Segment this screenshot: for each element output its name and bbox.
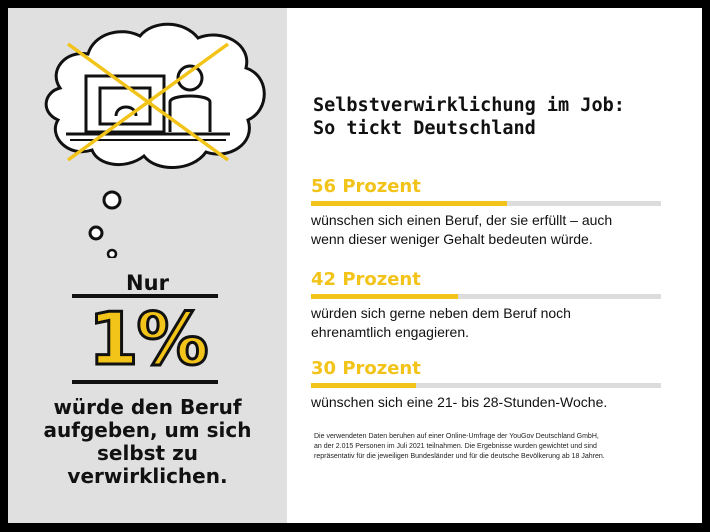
stat-text-line: ehrenamtlich engagieren. xyxy=(311,324,469,340)
stat-bar-fill xyxy=(311,201,507,206)
caption-line: selbst zu xyxy=(97,441,198,465)
stat-label: 42 Prozent xyxy=(311,269,421,290)
stat-text: wünschen sich einen Beruf, der sie erfül… xyxy=(311,211,661,249)
footnote-line: an der 2.015 Personen im Juli 2021 teiln… xyxy=(314,443,597,450)
stat-label: 30 Prozent xyxy=(311,358,421,379)
intro-text: Nur xyxy=(126,271,169,295)
big-percentage: 1% xyxy=(87,297,210,381)
stat-item: 30 Prozent wünschen sich eine 21- bis 28… xyxy=(311,358,661,412)
stat-text-line: wenn dieser weniger Gehalt bedeuten würd… xyxy=(311,231,593,247)
footnote: Die verwendeten Daten beruhen auf einer … xyxy=(314,432,654,462)
cross-line-2 xyxy=(66,42,230,162)
stat-item: 42 Prozent würden sich gerne neben dem B… xyxy=(311,269,661,342)
title-line: So tickt Deutschland xyxy=(313,118,536,139)
stat-text-line: würden sich gerne neben dem Beruf noch xyxy=(311,305,571,321)
caption-line: verwirklichen. xyxy=(67,464,228,488)
stat-label: 56 Prozent xyxy=(311,176,421,197)
stat-text-line: wünschen sich eine 21- bis 28-Stunden-Wo… xyxy=(311,394,608,410)
caption-line: würde den Beruf xyxy=(53,395,242,419)
page-title: Selbstverwirklichung im Job: So tickt De… xyxy=(313,94,625,140)
thought-bubble-desk-crossed-icon xyxy=(44,22,266,258)
stat-item: 56 Prozent wünschen sich einen Beruf, de… xyxy=(311,176,661,249)
divider-bottom xyxy=(72,380,218,384)
left-caption: würde den Beruf aufgeben, um sich selbst… xyxy=(8,396,287,488)
left-panel: Nur 1% würde den Beruf aufgeben, um sich… xyxy=(8,8,287,523)
stat-bar-track xyxy=(311,294,661,299)
caption-line: aufgeben, um sich xyxy=(43,418,252,442)
infographic: Nur 1% würde den Beruf aufgeben, um sich… xyxy=(8,8,702,523)
stat-bar-fill xyxy=(311,383,416,388)
stat-bar-track xyxy=(311,383,661,388)
stat-text: wünschen sich eine 21- bis 28-Stunden-Wo… xyxy=(311,393,661,412)
footnote-line: Die verwendeten Daten beruhen auf einer … xyxy=(314,433,599,440)
stat-bar-fill xyxy=(311,294,458,299)
stat-text: würden sich gerne neben dem Beruf noch e… xyxy=(311,304,661,342)
stat-text-line: wünschen sich einen Beruf, der sie erfül… xyxy=(311,212,613,228)
title-line: Selbstverwirklichung im Job: xyxy=(313,95,625,116)
divider-top xyxy=(72,294,218,298)
right-panel: Selbstverwirklichung im Job: So tickt De… xyxy=(287,8,702,523)
footnote-line: repräsentativ für die jeweiligen Bundesl… xyxy=(314,453,605,460)
stat-bar-track xyxy=(311,201,661,206)
person-head-shape xyxy=(176,64,204,92)
